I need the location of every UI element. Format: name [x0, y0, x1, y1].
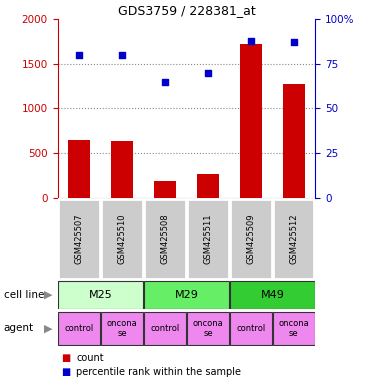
FancyBboxPatch shape [144, 199, 186, 279]
Point [248, 38, 254, 44]
FancyBboxPatch shape [101, 199, 142, 279]
FancyBboxPatch shape [187, 199, 229, 279]
Point [291, 39, 297, 45]
FancyBboxPatch shape [58, 312, 100, 345]
FancyBboxPatch shape [273, 199, 315, 279]
Bar [197, 174, 219, 198]
Text: percentile rank within the sample: percentile rank within the sample [76, 367, 241, 377]
FancyBboxPatch shape [187, 312, 229, 345]
Text: agent: agent [4, 323, 34, 333]
Text: cell line: cell line [4, 290, 44, 300]
Title: GDS3759 / 228381_at: GDS3759 / 228381_at [118, 3, 255, 17]
Text: GSM425507: GSM425507 [75, 214, 83, 264]
Text: control: control [150, 324, 180, 333]
FancyBboxPatch shape [58, 281, 143, 309]
Text: GSM425510: GSM425510 [118, 214, 127, 264]
Text: GSM425509: GSM425509 [246, 214, 255, 264]
FancyBboxPatch shape [230, 199, 272, 279]
Text: M49: M49 [260, 290, 284, 300]
Point [119, 52, 125, 58]
Bar [68, 140, 90, 198]
Text: oncona
se: oncona se [193, 319, 223, 338]
FancyBboxPatch shape [230, 281, 315, 309]
FancyBboxPatch shape [101, 312, 143, 345]
Bar [283, 84, 305, 198]
Text: oncona
se: oncona se [279, 319, 309, 338]
Text: ▶: ▶ [44, 290, 52, 300]
Bar [111, 141, 133, 198]
Point [76, 52, 82, 58]
Bar [240, 44, 262, 198]
FancyBboxPatch shape [144, 312, 186, 345]
Text: M29: M29 [174, 290, 198, 300]
Text: GSM425512: GSM425512 [289, 214, 298, 264]
Text: ■: ■ [61, 353, 70, 363]
FancyBboxPatch shape [230, 312, 272, 345]
Text: count: count [76, 353, 104, 363]
Point [162, 79, 168, 85]
Text: GSM425511: GSM425511 [203, 214, 213, 264]
Text: GSM425508: GSM425508 [160, 214, 170, 264]
FancyBboxPatch shape [144, 281, 229, 309]
Text: M25: M25 [89, 290, 112, 300]
FancyBboxPatch shape [58, 199, 100, 279]
Text: ■: ■ [61, 367, 70, 377]
Point [205, 70, 211, 76]
Text: control: control [236, 324, 266, 333]
Text: control: control [64, 324, 93, 333]
FancyBboxPatch shape [273, 312, 315, 345]
Text: ▶: ▶ [44, 323, 52, 333]
Text: oncona
se: oncona se [106, 319, 137, 338]
Bar [154, 181, 176, 198]
